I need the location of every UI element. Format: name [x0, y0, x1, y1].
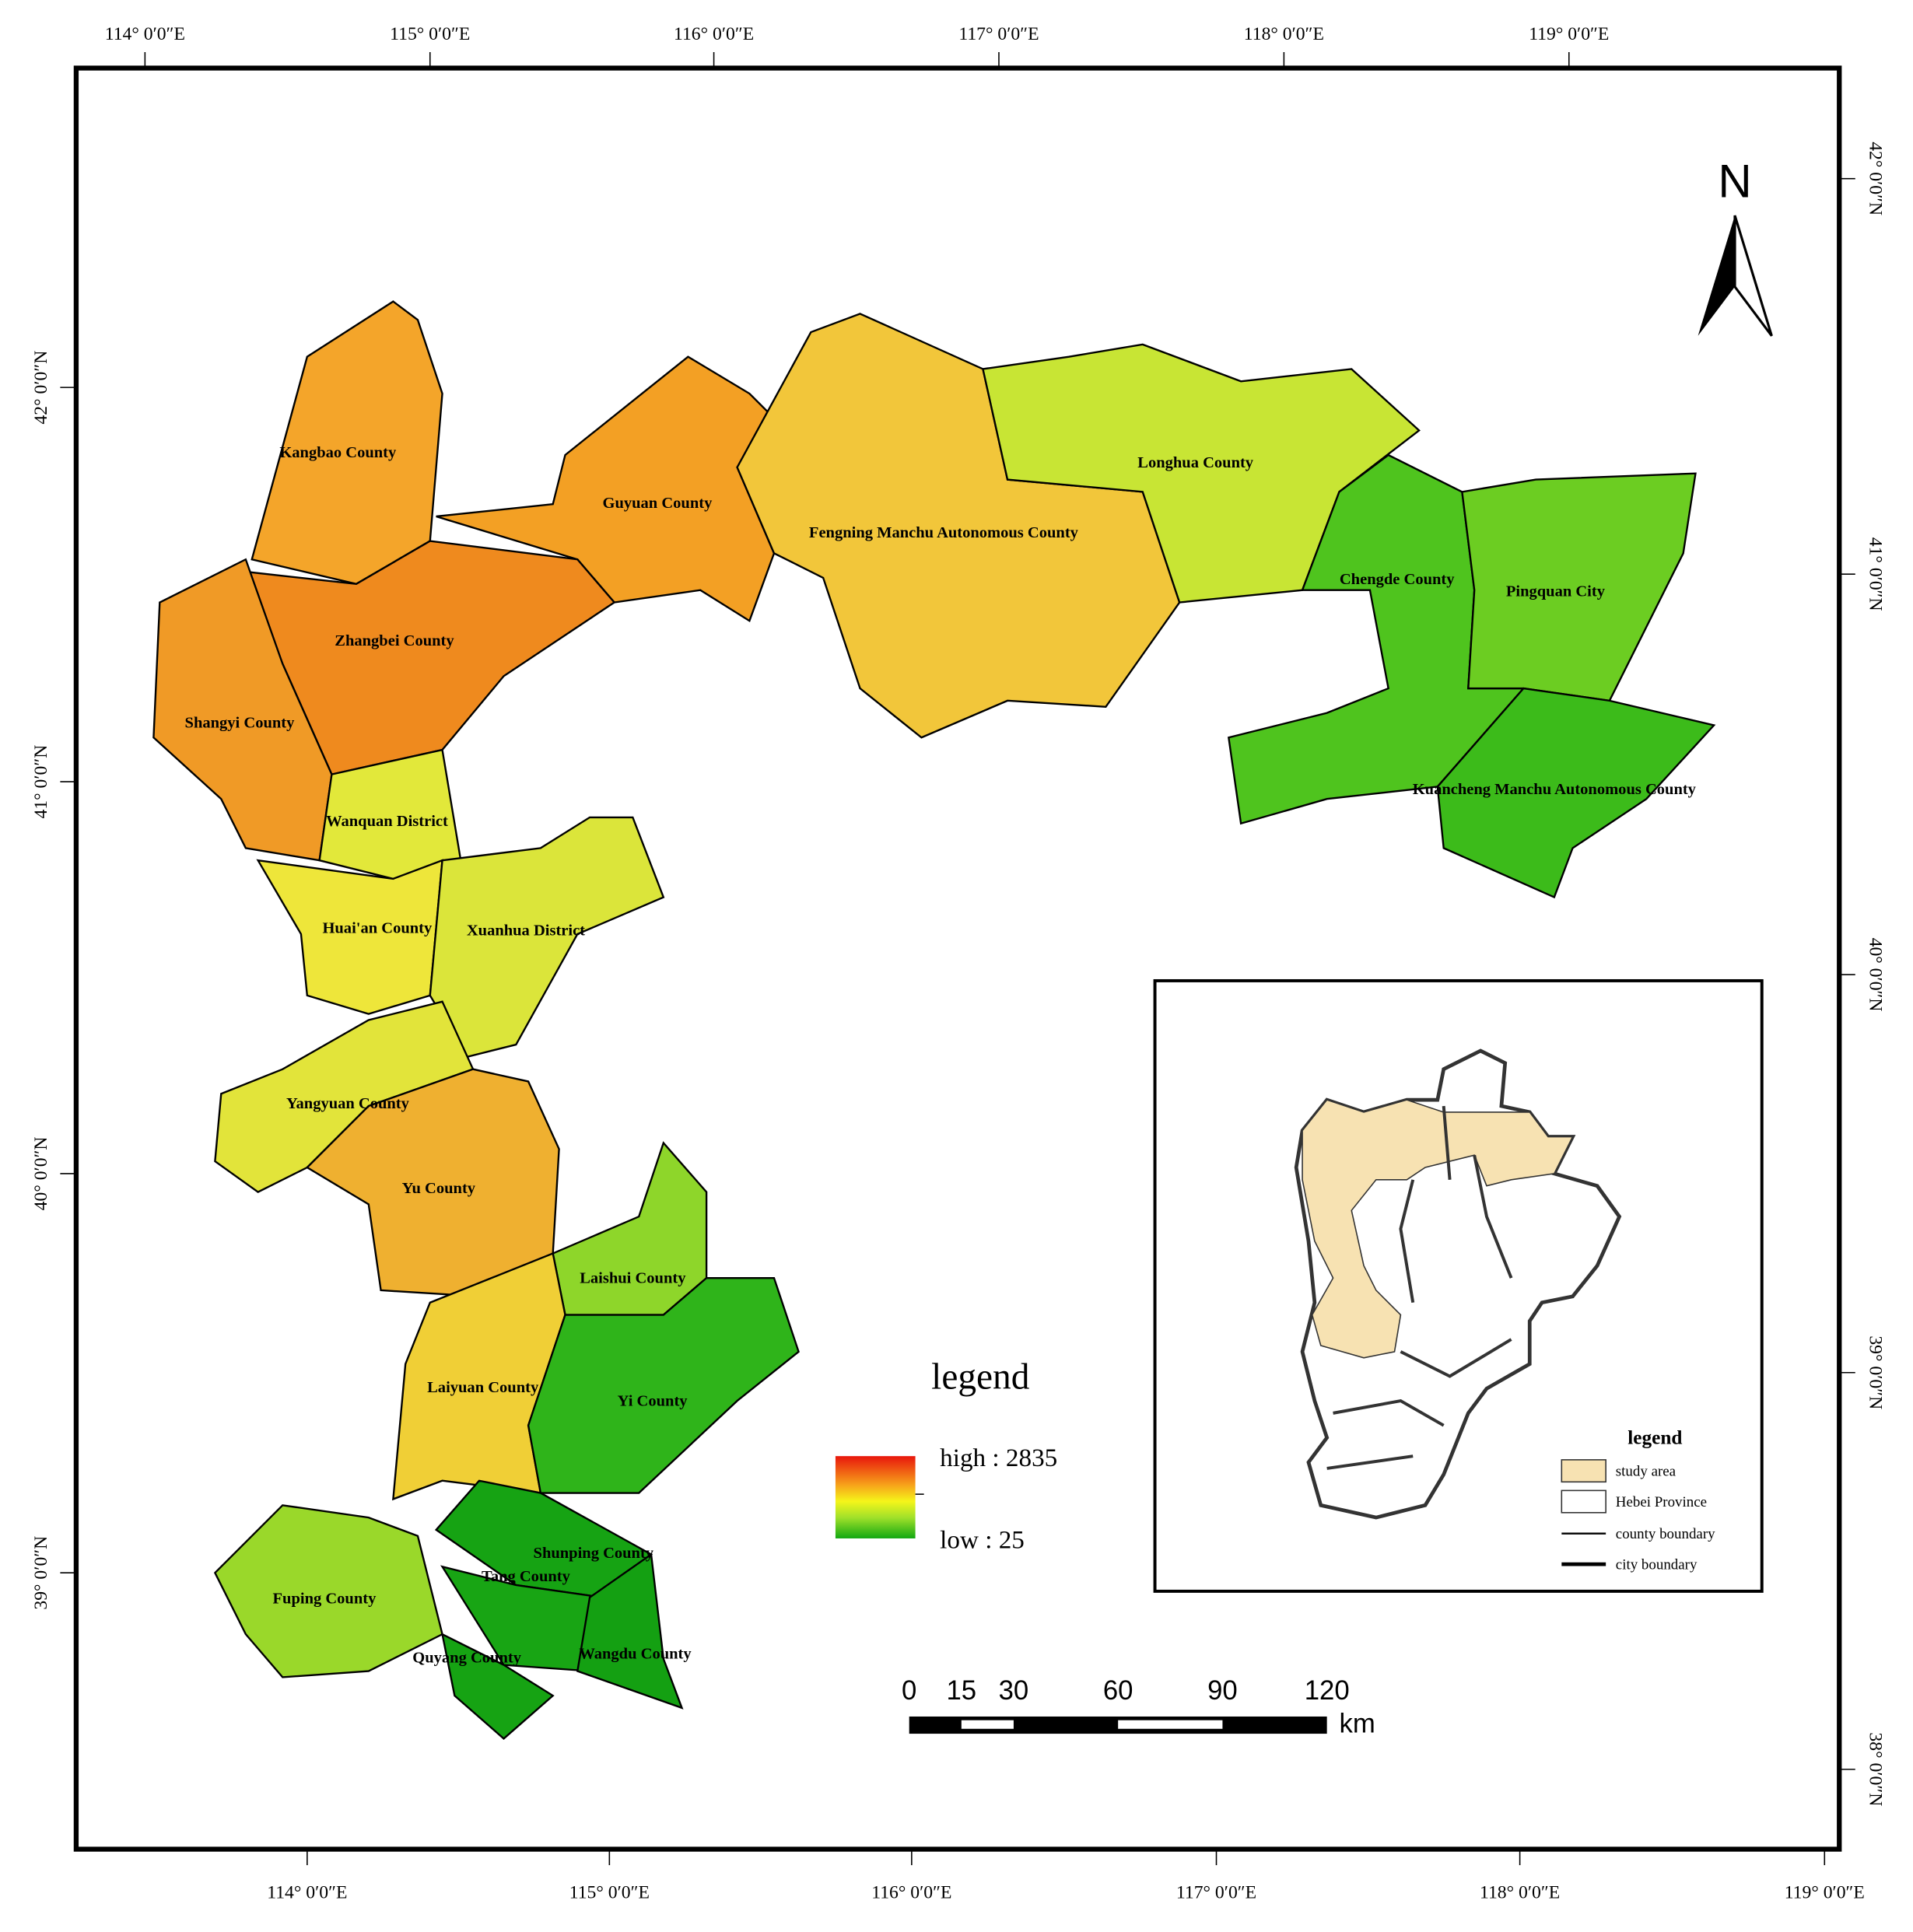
scale-segment — [1118, 1720, 1223, 1729]
bottom-coord-label: 117° 0′0″E — [1176, 1883, 1256, 1903]
county-label: Zhangbei County — [335, 632, 454, 649]
county-label: Tang County — [482, 1568, 571, 1585]
bottom-coord-label: 114° 0′0″E — [267, 1883, 347, 1903]
legend-low: low : 25 — [940, 1526, 1025, 1555]
left-coord-label: 39° 0′0″N — [31, 1536, 51, 1610]
scale-tick-label: 0 — [902, 1676, 916, 1706]
city-boundaries — [1326, 1105, 1513, 1470]
north-arrow: N — [1698, 155, 1773, 337]
inset-swatch-province — [1561, 1489, 1606, 1514]
inset-legend: study area Hebei Province county boundary c… — [1616, 1463, 1715, 1573]
left-coord-label: 40° 0′0″N — [31, 1136, 51, 1210]
county-label: Guyuan County — [603, 495, 713, 512]
county-label: Huai'an County — [322, 919, 433, 936]
inset-legend-entry: Hebei Province — [1616, 1494, 1707, 1510]
county-area — [736, 313, 1181, 739]
county-area — [440, 1633, 555, 1740]
county-area — [576, 1552, 684, 1710]
county-label: Kangbao County — [279, 444, 397, 461]
bottom-coord-label: 116° 0′0″E — [871, 1883, 951, 1903]
legend-ramp — [835, 1456, 916, 1538]
county-label: Fuping County — [273, 1591, 377, 1608]
county-label: Laiyuan County — [427, 1379, 539, 1396]
top-coord-label: 118° 0′0″E — [1244, 24, 1324, 44]
county-area — [256, 859, 443, 1015]
county-label: Wanquan District — [326, 813, 448, 830]
county-label: Yangyuan County — [286, 1095, 410, 1112]
county-label: Yu County — [402, 1180, 476, 1197]
study-area — [1302, 1099, 1574, 1359]
county-label: Chengde County — [1340, 571, 1455, 588]
county-area — [1436, 687, 1716, 899]
scale-tick-label: 15 — [946, 1676, 976, 1706]
top-coord-label: 115° 0′0″E — [390, 24, 470, 44]
north-label: N — [1718, 155, 1751, 207]
inset-map — [1294, 1048, 1622, 1520]
scale-bar: 0 15 30 60 90 120 — [902, 1676, 1350, 1734]
right-coord-label: 40° 0′0″N — [1866, 938, 1886, 1012]
top-coord-label: 119° 0′0″E — [1529, 24, 1609, 44]
county-area — [527, 1276, 800, 1494]
right-coord-label: 41° 0′0″N — [1866, 537, 1886, 611]
inset-legend-title: legend — [1627, 1426, 1682, 1448]
county-label: Kuancheng Manchu Autonomous County — [1413, 781, 1697, 798]
scale-unit: km — [1339, 1709, 1375, 1738]
legend-high: high : 2835 — [940, 1444, 1057, 1472]
top-coord-label: 117° 0′0″E — [958, 24, 1039, 44]
regions — [152, 300, 1716, 1740]
right-coord-label: 42° 0′0″N — [1866, 142, 1886, 215]
county-area — [305, 1068, 560, 1298]
inset-legend-entry: county boundary — [1616, 1526, 1715, 1542]
right-coord-label: 38° 0′0″N — [1866, 1732, 1886, 1806]
county-label: Laishui County — [580, 1269, 686, 1286]
legend-title: legend — [931, 1356, 1030, 1397]
top-coord-label: 114° 0′0″E — [105, 24, 185, 44]
county-label: Pingquan City — [1506, 583, 1606, 600]
labels: Kangbao County Guyuan County Fengning Manc… — [185, 444, 1697, 1666]
bottom-coord-label: 118° 0′0″E — [1480, 1883, 1560, 1903]
top-coord-label: 116° 0′0″E — [674, 24, 754, 44]
county-label: Quyang County — [412, 1649, 521, 1666]
scale-tick-label: 120 — [1305, 1676, 1350, 1706]
bottom-coord-label: 119° 0′0″E — [1785, 1883, 1865, 1903]
scale-tick-label: 30 — [999, 1676, 1029, 1706]
county-label: Yi County — [618, 1392, 688, 1409]
bottom-coord-label: 115° 0′0″E — [569, 1883, 650, 1903]
scale-tick-label: 90 — [1207, 1676, 1238, 1706]
left-coord-label: 42° 0′0″N — [31, 351, 51, 425]
inset-legend-entry: city boundary — [1616, 1556, 1698, 1573]
left-coord-label: 41° 0′0″N — [31, 745, 51, 819]
county-label: Shangyi County — [185, 715, 296, 732]
right-coord-label: 39° 0′0″N — [1866, 1335, 1886, 1409]
county-label: Xuanhua District — [467, 922, 585, 940]
county-label: Longhua County — [1137, 454, 1254, 471]
county-label: Wangdu County — [579, 1646, 692, 1663]
scale-tick-label: 60 — [1103, 1676, 1133, 1706]
inset-legend-entry: study area — [1616, 1463, 1677, 1479]
scale-segment — [961, 1720, 1014, 1729]
county-label: Shunping County — [534, 1545, 654, 1562]
county-label: Fengning Manchu Autonomous County — [809, 524, 1079, 541]
inset-swatch-study — [1561, 1459, 1606, 1483]
